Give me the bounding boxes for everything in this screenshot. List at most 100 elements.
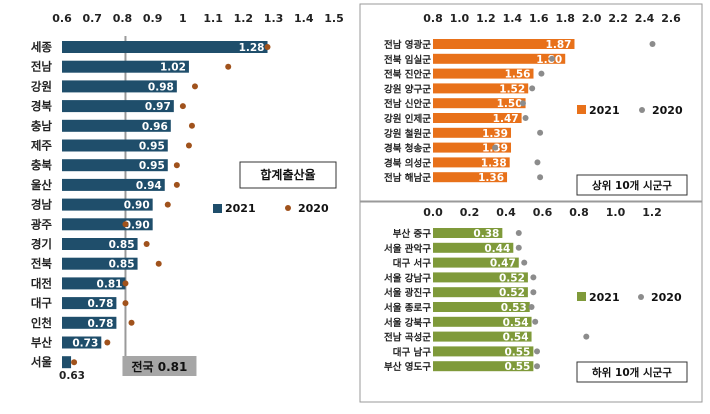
chart-0-dot-2020 (71, 359, 78, 366)
chart-0-category-label: 경기 (31, 237, 52, 251)
chart-2-tick-label: 0.0 (423, 206, 443, 219)
chart-1-bar (433, 68, 534, 79)
chart-0-tick-label: 0.7 (82, 12, 102, 25)
chart-0-bar (62, 60, 189, 73)
chart-1-dot-2020 (537, 174, 544, 181)
chart-2-category-label: 부산 중구 (393, 228, 432, 240)
chart-1-category-label: 경북 청송군 (384, 143, 431, 155)
chart-0-bar (62, 297, 117, 310)
chart-2-category-label: 서울 광진구 (384, 287, 431, 299)
chart-0-tick-label: 1.5 (324, 12, 344, 25)
chart-2-category-label: 서울 강남구 (384, 272, 431, 284)
chart-1-tick-label: 2.6 (661, 12, 681, 25)
chart-0-legend-box (239, 161, 337, 189)
chart-1-category-label: 전북 진안군 (384, 69, 431, 81)
chart-2-dot-2020 (534, 348, 541, 355)
chart-0-value-label: 0.78 (87, 298, 113, 310)
chart-0-value-label: 1.02 (160, 62, 186, 74)
chart-1-legend-title: 상위 10개 시군구 (592, 179, 672, 192)
chart-1-dot-2020 (492, 144, 499, 151)
chart-2-bar (433, 346, 534, 357)
chart-1-dot-2020 (534, 159, 541, 166)
chart-2-dot-2020 (515, 230, 522, 236)
chart-2-bar (433, 272, 528, 283)
chart-1-category-label: 강원 인제군 (384, 113, 431, 125)
chart-1-legend-box (576, 174, 688, 196)
chart-1-bar (433, 157, 510, 168)
chart-0-category-label: 제주 (31, 139, 53, 153)
chart-1-tick-label: 1.8 (555, 12, 575, 25)
chart-0-value-label: 0.94 (136, 180, 162, 192)
reference-label: 전국 0.81 (132, 359, 188, 374)
chart-0-value-label: 0.81 (97, 278, 123, 290)
chart-1-tick-label: 2.2 (608, 12, 628, 25)
chart-1-bar (433, 113, 522, 123)
chart-2-dot-2020 (530, 289, 537, 296)
chart-0-value-label: 0.95 (139, 141, 165, 153)
chart-1-dot-2020 (549, 55, 555, 62)
chart-0-value-label: 0.98 (148, 81, 174, 93)
chart-1-category-label: 전남 해남군 (384, 172, 431, 184)
chart-2-legend-box (576, 361, 688, 383)
chart-0-dot-2020 (191, 83, 198, 90)
chart-0-legend-label-2020: 2020 (298, 202, 329, 215)
chart-2-bar (433, 287, 528, 298)
chart-1-tick-label: 2.4 (635, 12, 655, 25)
chart-0-value-label: 0.85 (109, 239, 135, 251)
chart-0-category-label: 충북 (31, 158, 53, 172)
chart-0-value-label: 0.63 (59, 370, 85, 382)
chart-0-legend-swatch-2021 (213, 204, 222, 213)
chart-1-dot-2020 (519, 100, 526, 107)
chart-0-tick-label: 1 (179, 12, 187, 25)
chart-0-value-label: 0.73 (72, 338, 98, 350)
chart-2-value-label: 0.55 (504, 346, 530, 358)
chart-2-value-label: 0.52 (499, 287, 525, 299)
chart-1-legend-dot-2020 (639, 107, 645, 113)
chart-0-tick-label: 1.4 (294, 12, 314, 25)
chart-2-dot-2020 (583, 333, 590, 340)
chart-1-tick-label: 1.0 (450, 12, 470, 25)
chart-0-dot-2020 (188, 122, 195, 129)
chart-0-tick-label: 1.3 (264, 12, 284, 25)
chart-0-dot-2020 (173, 181, 180, 188)
chart-2-legend-dot-2020 (638, 294, 644, 300)
chart-0-bar (62, 159, 168, 172)
chart-1-value-label: 1.87 (546, 39, 572, 51)
chart-0-dot-2020 (264, 44, 271, 50)
chart-0-bar (62, 41, 268, 53)
chart-0-bar (62, 238, 138, 250)
chart-0-legend-label-2021: 2021 (225, 202, 256, 215)
chart-0-value-label: 0.96 (142, 121, 168, 133)
chart-0-dot-2020 (122, 300, 129, 307)
chart-2-value-label: 0.54 (503, 317, 529, 329)
chart-0-dot-2020 (179, 103, 186, 110)
chart-0-category-label: 경북 (31, 99, 53, 113)
chart-2-bar (433, 302, 530, 312)
chart-1-dot-2020 (529, 85, 536, 92)
chart-2-legend-label-2021: 2021 (589, 291, 620, 304)
chart-2-legend-label-2020: 2020 (651, 291, 682, 304)
chart-0-dot-2020 (155, 260, 162, 267)
chart-0-category-label: 부산 (31, 336, 53, 350)
chart-1-dot-2020 (537, 129, 544, 136)
chart-2-bar (433, 242, 514, 253)
chart-0-category-label: 대전 (31, 276, 52, 290)
chart-1-tick-label: 1.2 (476, 12, 496, 25)
chart-0-category-label: 강원 (31, 79, 52, 93)
chart-0-category-label: 대구 (31, 296, 53, 310)
chart-1-bar (433, 39, 575, 49)
chart-0-bar (62, 356, 72, 369)
chart-1-frame (359, 3, 703, 202)
chart-2-value-label: 0.54 (503, 332, 529, 344)
chart-1-bar (433, 142, 512, 153)
chart-0-category-label: 전남 (31, 60, 53, 74)
chart-0-category-label: 세종 (31, 40, 53, 54)
chart-1-dot-2020 (649, 41, 656, 47)
chart-2-legend-title: 하위 10개 시군구 (592, 366, 672, 379)
chart-1-category-label: 전남 신안군 (384, 98, 431, 110)
chart-2-bar (433, 331, 532, 342)
chart-2-category-label: 서울 관악구 (384, 243, 431, 255)
chart-2-category-label: 대구 서구 (393, 258, 432, 270)
chart-2-value-label: 0.55 (504, 361, 530, 373)
